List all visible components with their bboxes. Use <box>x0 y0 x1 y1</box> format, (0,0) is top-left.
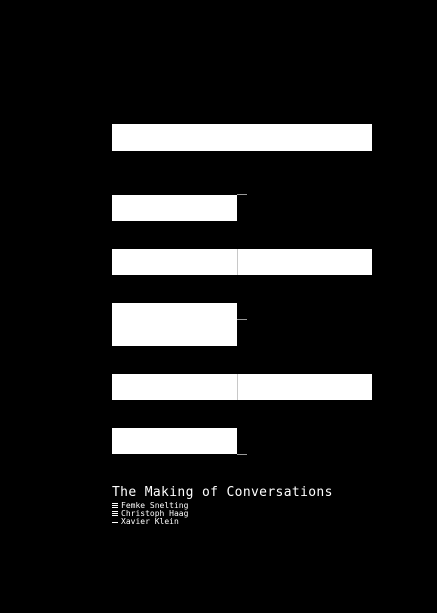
bar-4 <box>112 303 237 346</box>
triple-line-icon <box>112 503 118 509</box>
author-item: Christoph Haag <box>112 510 188 518</box>
triple-line-icon <box>112 511 118 517</box>
bar-1 <box>112 124 372 151</box>
bar-4-tick <box>237 319 247 320</box>
single-line-icon <box>112 519 118 525</box>
bar-2 <box>112 195 237 221</box>
author-name: Christoph Haag <box>121 509 189 518</box>
author-name: Xavier Klein <box>121 517 179 526</box>
bar-5-seam <box>237 374 238 400</box>
author-list: Femke Snelting Christoph Haag Xavier Kle… <box>112 502 188 526</box>
bar-6-tick <box>237 454 247 455</box>
book-title: The Making of Conversations <box>112 485 333 500</box>
bar-2-tick <box>237 194 247 195</box>
author-item: Xavier Klein <box>112 518 188 526</box>
bar-3 <box>112 249 372 275</box>
bar-5 <box>112 374 372 400</box>
author-name: Femke Snelting <box>121 501 189 510</box>
bar-3-seam <box>237 249 238 275</box>
bar-6 <box>112 428 237 454</box>
author-item: Femke Snelting <box>112 502 188 510</box>
